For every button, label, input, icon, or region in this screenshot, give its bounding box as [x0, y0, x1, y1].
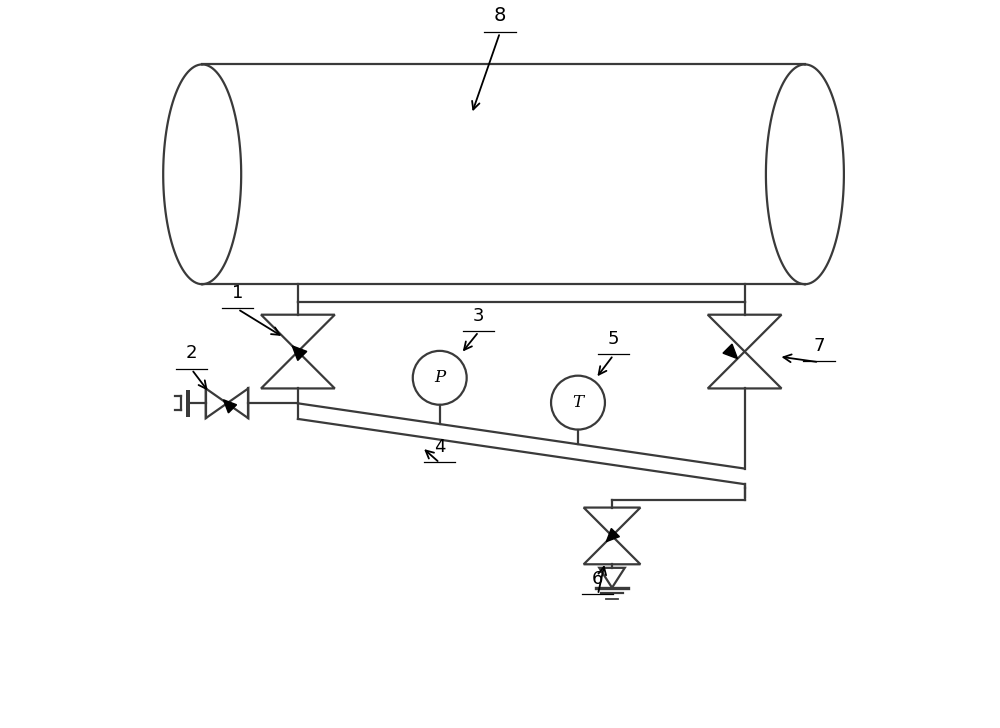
Text: P: P [434, 369, 445, 387]
Text: T: T [572, 394, 584, 411]
Text: 1: 1 [232, 284, 243, 302]
Text: 7: 7 [813, 337, 825, 355]
Polygon shape [292, 346, 307, 360]
Polygon shape [606, 529, 619, 542]
Text: 3: 3 [473, 306, 484, 325]
Text: 2: 2 [186, 344, 197, 363]
Text: 6: 6 [592, 570, 604, 587]
Polygon shape [723, 344, 738, 359]
Text: 5: 5 [608, 330, 619, 348]
Text: 4: 4 [434, 438, 445, 456]
Polygon shape [223, 400, 237, 413]
Text: 8: 8 [494, 7, 506, 25]
